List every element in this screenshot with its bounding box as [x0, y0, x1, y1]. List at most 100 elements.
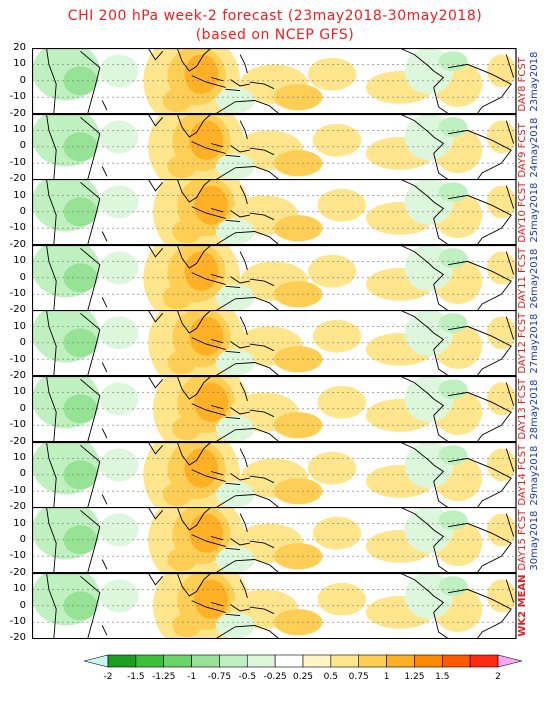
panel-date: 27may2018 [529, 314, 540, 374]
anomaly-shading [317, 582, 366, 616]
coastline [46, 310, 515, 377]
latitude-tick-label: 0 [19, 533, 26, 545]
colorbar-swatch [441, 654, 471, 668]
panel-label: WK2 MEAN [517, 574, 528, 637]
forecast-map [32, 113, 517, 181]
colorbar-swatch [386, 654, 415, 668]
panel-date: 30may2018 [529, 510, 540, 571]
latitude-tick-label: -20 [9, 173, 26, 185]
colorbar-label: 0.75 [348, 672, 369, 682]
anomaly-shading [438, 248, 468, 268]
anomaly-shading [63, 459, 98, 489]
anomaly-shading [63, 131, 98, 161]
latitude-tick-label: -20 [9, 632, 26, 644]
anomaly-shading [312, 517, 362, 550]
anomaly-shading [63, 263, 98, 293]
colorbar-label: -2 [103, 672, 113, 682]
anomaly-shading [438, 182, 468, 203]
latitude-tick-label: 0 [19, 74, 26, 86]
anomaly-shading [215, 87, 255, 114]
latitude-tick-label: 0 [19, 140, 26, 152]
coastline [46, 179, 515, 246]
forecast-map [32, 507, 517, 574]
anomaly-shading [317, 189, 366, 222]
anomaly-shading [172, 613, 202, 638]
anomaly-shading [194, 185, 229, 226]
coastline [46, 113, 515, 180]
anomaly-shading [312, 320, 362, 354]
colorbar-label: 0.5 [323, 672, 339, 682]
colorbar-swatch [135, 654, 165, 668]
forecast-map [32, 310, 517, 377]
colorbar-label: -1 [187, 672, 197, 682]
colorbar-label: 0.25 [292, 672, 314, 682]
latitude-tick-label: 10 [13, 451, 26, 463]
anomaly-shading [194, 382, 229, 422]
forecast-panel: 20 10 0 -10 -20 DAY8 FCST 23may2018 [0, 43, 550, 119]
colorbar-swatch [219, 654, 248, 668]
panel-label: DAY10 FCST [517, 181, 528, 243]
anomaly-shading [194, 579, 229, 619]
panel-side-label: DAY10 FCST 25may2018 [517, 179, 543, 245]
anomaly-shading [215, 546, 255, 573]
anomaly-shading [317, 385, 366, 419]
forecast-map [32, 48, 517, 115]
panel-label: DAY9 FCST [517, 122, 528, 178]
panel-label: DAY8 FCST [517, 57, 528, 112]
anomaly-shading [189, 513, 224, 554]
anomaly-shading [215, 415, 255, 442]
anomaly-shading [162, 88, 192, 113]
panel-date: 23may2018 [529, 51, 540, 112]
latitude-tick-label: 10 [13, 517, 26, 529]
coastline [46, 244, 515, 311]
anomaly-shading [162, 285, 192, 310]
anomaly-shading [184, 448, 219, 488]
anomaly-shading [215, 284, 255, 311]
panel-date: 25may2018 [529, 182, 540, 243]
colorbar-swatch [107, 654, 137, 668]
anomaly-shading [215, 612, 255, 639]
latitude-tick-label: 0 [19, 271, 26, 283]
anomaly-shading [167, 547, 197, 572]
panel-side-label: WK2 MEAN [517, 573, 543, 639]
forecast-map [32, 441, 517, 509]
colorbar-label: 2 [495, 672, 501, 682]
latitude-tick-label: 0 [19, 205, 26, 217]
anomaly-shading [167, 154, 197, 178]
latitude-tick-label: 10 [13, 583, 26, 595]
map-subtitle: (based on NCEP GFS) [195, 27, 355, 43]
latitude-tick-label: -10 [9, 287, 26, 299]
anomaly-shading [438, 116, 468, 137]
latitude-tick-label: -20 [9, 304, 26, 316]
anomaly-shading [438, 444, 468, 465]
colorbar-label: -0.75 [207, 672, 232, 682]
panel-side-label: DAY13 FCST 28may2018 [517, 376, 543, 442]
colorbar-over-arrow [497, 654, 523, 668]
anomaly-shading [63, 197, 98, 227]
anomaly-shading [172, 416, 202, 441]
latitude-tick-label: -10 [9, 419, 26, 431]
latitude-tick-label: -10 [9, 550, 26, 562]
colorbar-swatch [274, 654, 304, 668]
colorbar-under-arrow [83, 654, 109, 668]
panel-label: DAY11 FCST [517, 247, 528, 309]
anomaly-shading [63, 591, 98, 621]
panel-label: DAY13 FCST [517, 378, 528, 440]
anomaly-shading [184, 54, 219, 94]
anomaly-shading [99, 54, 139, 88]
latitude-tick-label: 0 [19, 468, 26, 480]
panel-side-label: DAY12 FCST 27may2018 [517, 310, 543, 376]
coastline [46, 48, 515, 114]
colorbar-swatch [302, 654, 332, 668]
latitude-tick-label: 10 [13, 386, 26, 398]
coastline [46, 507, 515, 574]
colorbar-label: 1.25 [404, 672, 425, 682]
forecast-map [32, 572, 517, 640]
anomaly-shading [99, 185, 139, 219]
colorbar [83, 654, 523, 668]
